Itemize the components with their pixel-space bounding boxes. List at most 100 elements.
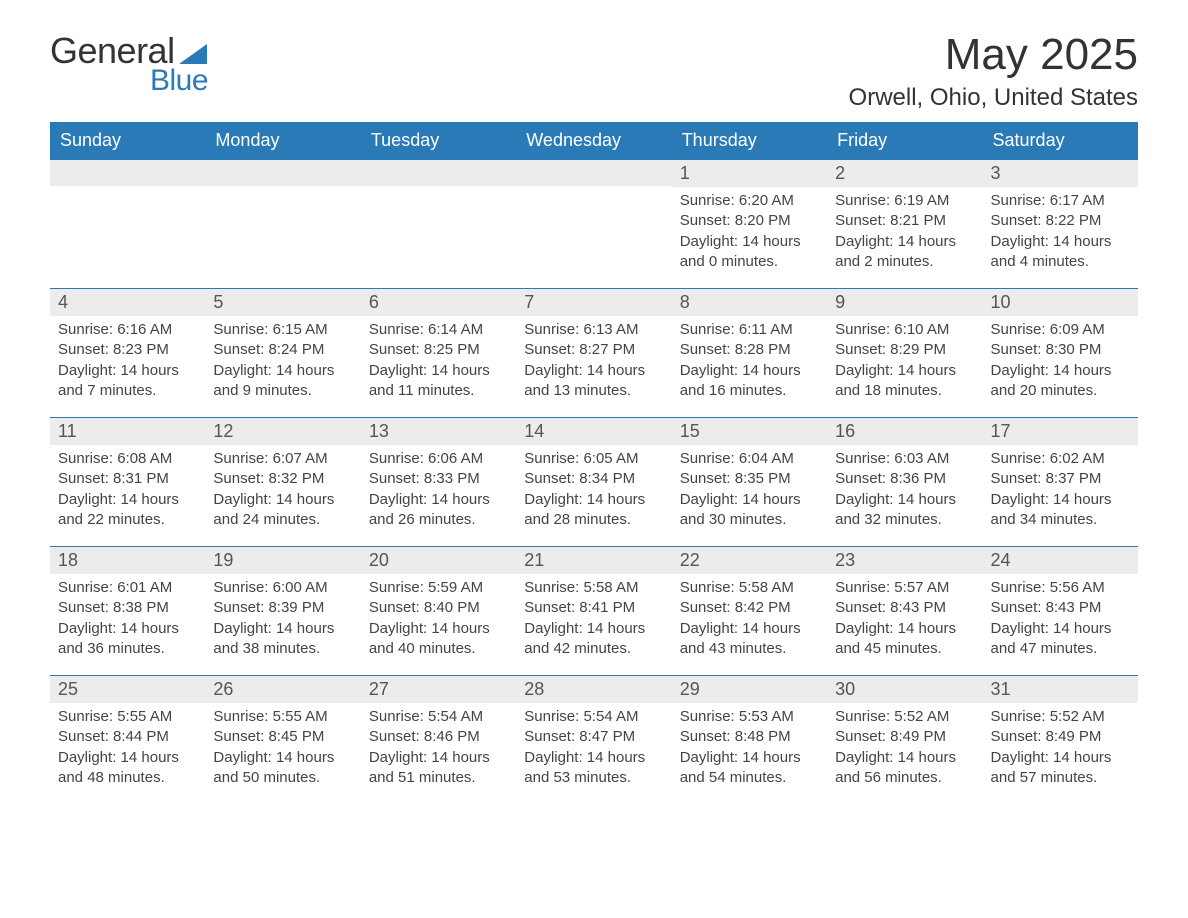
day-content: Sunrise: 6:09 AMSunset: 8:30 PMDaylight:… (983, 316, 1138, 409)
day-number (205, 160, 360, 186)
sunset-line: Sunset: 8:36 PM (835, 469, 974, 489)
sunrise-line: Sunrise: 5:55 AM (58, 707, 197, 727)
sunset-line: Sunset: 8:47 PM (524, 727, 663, 747)
day-content: Sunrise: 6:15 AMSunset: 8:24 PMDaylight:… (205, 316, 360, 409)
day-content: Sunrise: 5:52 AMSunset: 8:49 PMDaylight:… (827, 703, 982, 796)
sunset-line: Sunset: 8:48 PM (680, 727, 819, 747)
day-number: 5 (205, 289, 360, 316)
day-content: Sunrise: 5:56 AMSunset: 8:43 PMDaylight:… (983, 574, 1138, 667)
day-content: Sunrise: 6:06 AMSunset: 8:33 PMDaylight:… (361, 445, 516, 538)
day-content: Sunrise: 5:55 AMSunset: 8:45 PMDaylight:… (205, 703, 360, 796)
day-content: Sunrise: 5:52 AMSunset: 8:49 PMDaylight:… (983, 703, 1138, 796)
day-number: 29 (672, 676, 827, 703)
daylight-line: Daylight: 14 hours and 32 minutes. (835, 490, 974, 531)
sunrise-line: Sunrise: 6:05 AM (524, 449, 663, 469)
month-title: May 2025 (849, 30, 1138, 80)
sunset-line: Sunset: 8:25 PM (369, 340, 508, 360)
daylight-line: Daylight: 14 hours and 2 minutes. (835, 232, 974, 273)
day-cell (516, 160, 671, 288)
sunrise-line: Sunrise: 6:13 AM (524, 320, 663, 340)
day-number: 15 (672, 418, 827, 445)
sunrise-line: Sunrise: 6:20 AM (680, 191, 819, 211)
location-text: Orwell, Ohio, United States (849, 84, 1138, 112)
weekday-cell: Sunday (50, 122, 205, 159)
week-row: 25 Sunrise: 5:55 AMSunset: 8:44 PM Dayligh… (50, 675, 1138, 804)
sunset-line: Sunset: 8:35 PM (680, 469, 819, 489)
day-number: 26 (205, 676, 360, 703)
sunrise-line: Sunrise: 6:00 AM (213, 578, 352, 598)
day-cell: 21Sunrise: 5:58 AMSunset: 8:41 PMDayligh… (516, 547, 671, 675)
logo-text-blue: Blue (150, 64, 208, 98)
day-cell: 14Sunrise: 6:05 AMSunset: 8:34 PMDayligh… (516, 418, 671, 546)
day-content: Sunrise: 6:07 AMSunset: 8:32 PMDaylight:… (205, 445, 360, 538)
sunset-line: Sunset: 8:21 PM (835, 211, 974, 231)
daylight-line: Daylight: 14 hours and 11 minutes. (369, 361, 508, 402)
day-content: Sunrise: 5:53 AMSunset: 8:48 PMDaylight:… (672, 703, 827, 796)
sunrise-line: Sunrise: 6:06 AM (369, 449, 508, 469)
day-number: 11 (50, 418, 205, 445)
day-cell: 18Sunrise: 6:01 AMSunset: 8:38 PMDayligh… (50, 547, 205, 675)
day-number: 16 (827, 418, 982, 445)
day-cell: 5Sunrise: 6:15 AMSunset: 8:24 PMDaylight… (205, 289, 360, 417)
day-content: Sunrise: 5:59 AMSunset: 8:40 PMDaylight:… (361, 574, 516, 667)
day-cell: 23Sunrise: 5:57 AMSunset: 8:43 PMDayligh… (827, 547, 982, 675)
sunset-line: Sunset: 8:33 PM (369, 469, 508, 489)
day-number: 24 (983, 547, 1138, 574)
day-content: Sunrise: 6:11 AMSunset: 8:28 PMDaylight:… (672, 316, 827, 409)
weekday-header-row: SundayMondayTuesdayWednesdayThursdayFrid… (50, 122, 1138, 159)
daylight-line: Daylight: 14 hours and 43 minutes. (680, 619, 819, 660)
day-cell: 17Sunrise: 6:02 AMSunset: 8:37 PMDayligh… (983, 418, 1138, 546)
header: General Blue May 2025 Orwell, Ohio, Unit… (50, 30, 1138, 112)
day-number: 30 (827, 676, 982, 703)
sunset-line: Sunset: 8:38 PM (58, 598, 197, 618)
daylight-line: Daylight: 14 hours and 56 minutes. (835, 748, 974, 789)
day-number: 2 (827, 160, 982, 187)
sunset-line: Sunset: 8:30 PM (991, 340, 1130, 360)
day-cell: 31Sunrise: 5:52 AMSunset: 8:49 PMDayligh… (983, 676, 1138, 804)
day-number: 8 (672, 289, 827, 316)
day-number: 23 (827, 547, 982, 574)
day-content: Sunrise: 6:03 AMSunset: 8:36 PMDaylight:… (827, 445, 982, 538)
daylight-line: Daylight: 14 hours and 20 minutes. (991, 361, 1130, 402)
sunrise-line: Sunrise: 5:54 AM (369, 707, 508, 727)
day-content: Sunrise: 6:08 AMSunset: 8:31 PMDaylight:… (50, 445, 205, 538)
weekday-cell: Tuesday (361, 122, 516, 159)
daylight-line: Daylight: 14 hours and 9 minutes. (213, 361, 352, 402)
day-number: 14 (516, 418, 671, 445)
weeks-container: 1Sunrise: 6:20 AMSunset: 8:20 PMDaylight… (50, 159, 1138, 804)
day-number: 1 (672, 160, 827, 187)
day-number (50, 160, 205, 186)
daylight-line: Daylight: 14 hours and 47 minutes. (991, 619, 1130, 660)
sunset-line: Sunset: 8:44 PM (58, 727, 197, 747)
weekday-cell: Monday (205, 122, 360, 159)
day-cell: 6Sunrise: 6:14 AMSunset: 8:25 PMDaylight… (361, 289, 516, 417)
sunrise-line: Sunrise: 6:01 AM (58, 578, 197, 598)
daylight-line: Daylight: 14 hours and 42 minutes. (524, 619, 663, 660)
sunset-line: Sunset: 8:49 PM (835, 727, 974, 747)
sunset-line: Sunset: 8:45 PM (213, 727, 352, 747)
day-number: 25 (50, 676, 205, 703)
day-content: Sunrise: 5:58 AMSunset: 8:41 PMDaylight:… (516, 574, 671, 667)
day-content: Sunrise: 6:01 AMSunset: 8:38 PMDaylight:… (50, 574, 205, 667)
sunset-line: Sunset: 8:22 PM (991, 211, 1130, 231)
day-number: 27 (361, 676, 516, 703)
day-cell: 19Sunrise: 6:00 AMSunset: 8:39 PMDayligh… (205, 547, 360, 675)
sunrise-line: Sunrise: 6:19 AM (835, 191, 974, 211)
daylight-line: Daylight: 14 hours and 57 minutes. (991, 748, 1130, 789)
sunrise-line: Sunrise: 5:57 AM (835, 578, 974, 598)
daylight-line: Daylight: 14 hours and 4 minutes. (991, 232, 1130, 273)
day-number: 20 (361, 547, 516, 574)
day-number: 18 (50, 547, 205, 574)
day-number: 9 (827, 289, 982, 316)
sunset-line: Sunset: 8:43 PM (991, 598, 1130, 618)
sunrise-line: Sunrise: 5:53 AM (680, 707, 819, 727)
day-cell: 9Sunrise: 6:10 AMSunset: 8:29 PMDaylight… (827, 289, 982, 417)
week-row: 18Sunrise: 6:01 AMSunset: 8:38 PMDayligh… (50, 546, 1138, 675)
day-cell: 4Sunrise: 6:16 AMSunset: 8:23 PMDaylight… (50, 289, 205, 417)
day-cell: 27Sunrise: 5:54 AMSunset: 8:46 PMDayligh… (361, 676, 516, 804)
day-number: 6 (361, 289, 516, 316)
daylight-line: Daylight: 14 hours and 16 minutes. (680, 361, 819, 402)
sunrise-line: Sunrise: 5:52 AM (835, 707, 974, 727)
sunrise-line: Sunrise: 5:58 AM (524, 578, 663, 598)
day-content: Sunrise: 6:20 AMSunset: 8:20 PMDaylight:… (672, 187, 827, 280)
